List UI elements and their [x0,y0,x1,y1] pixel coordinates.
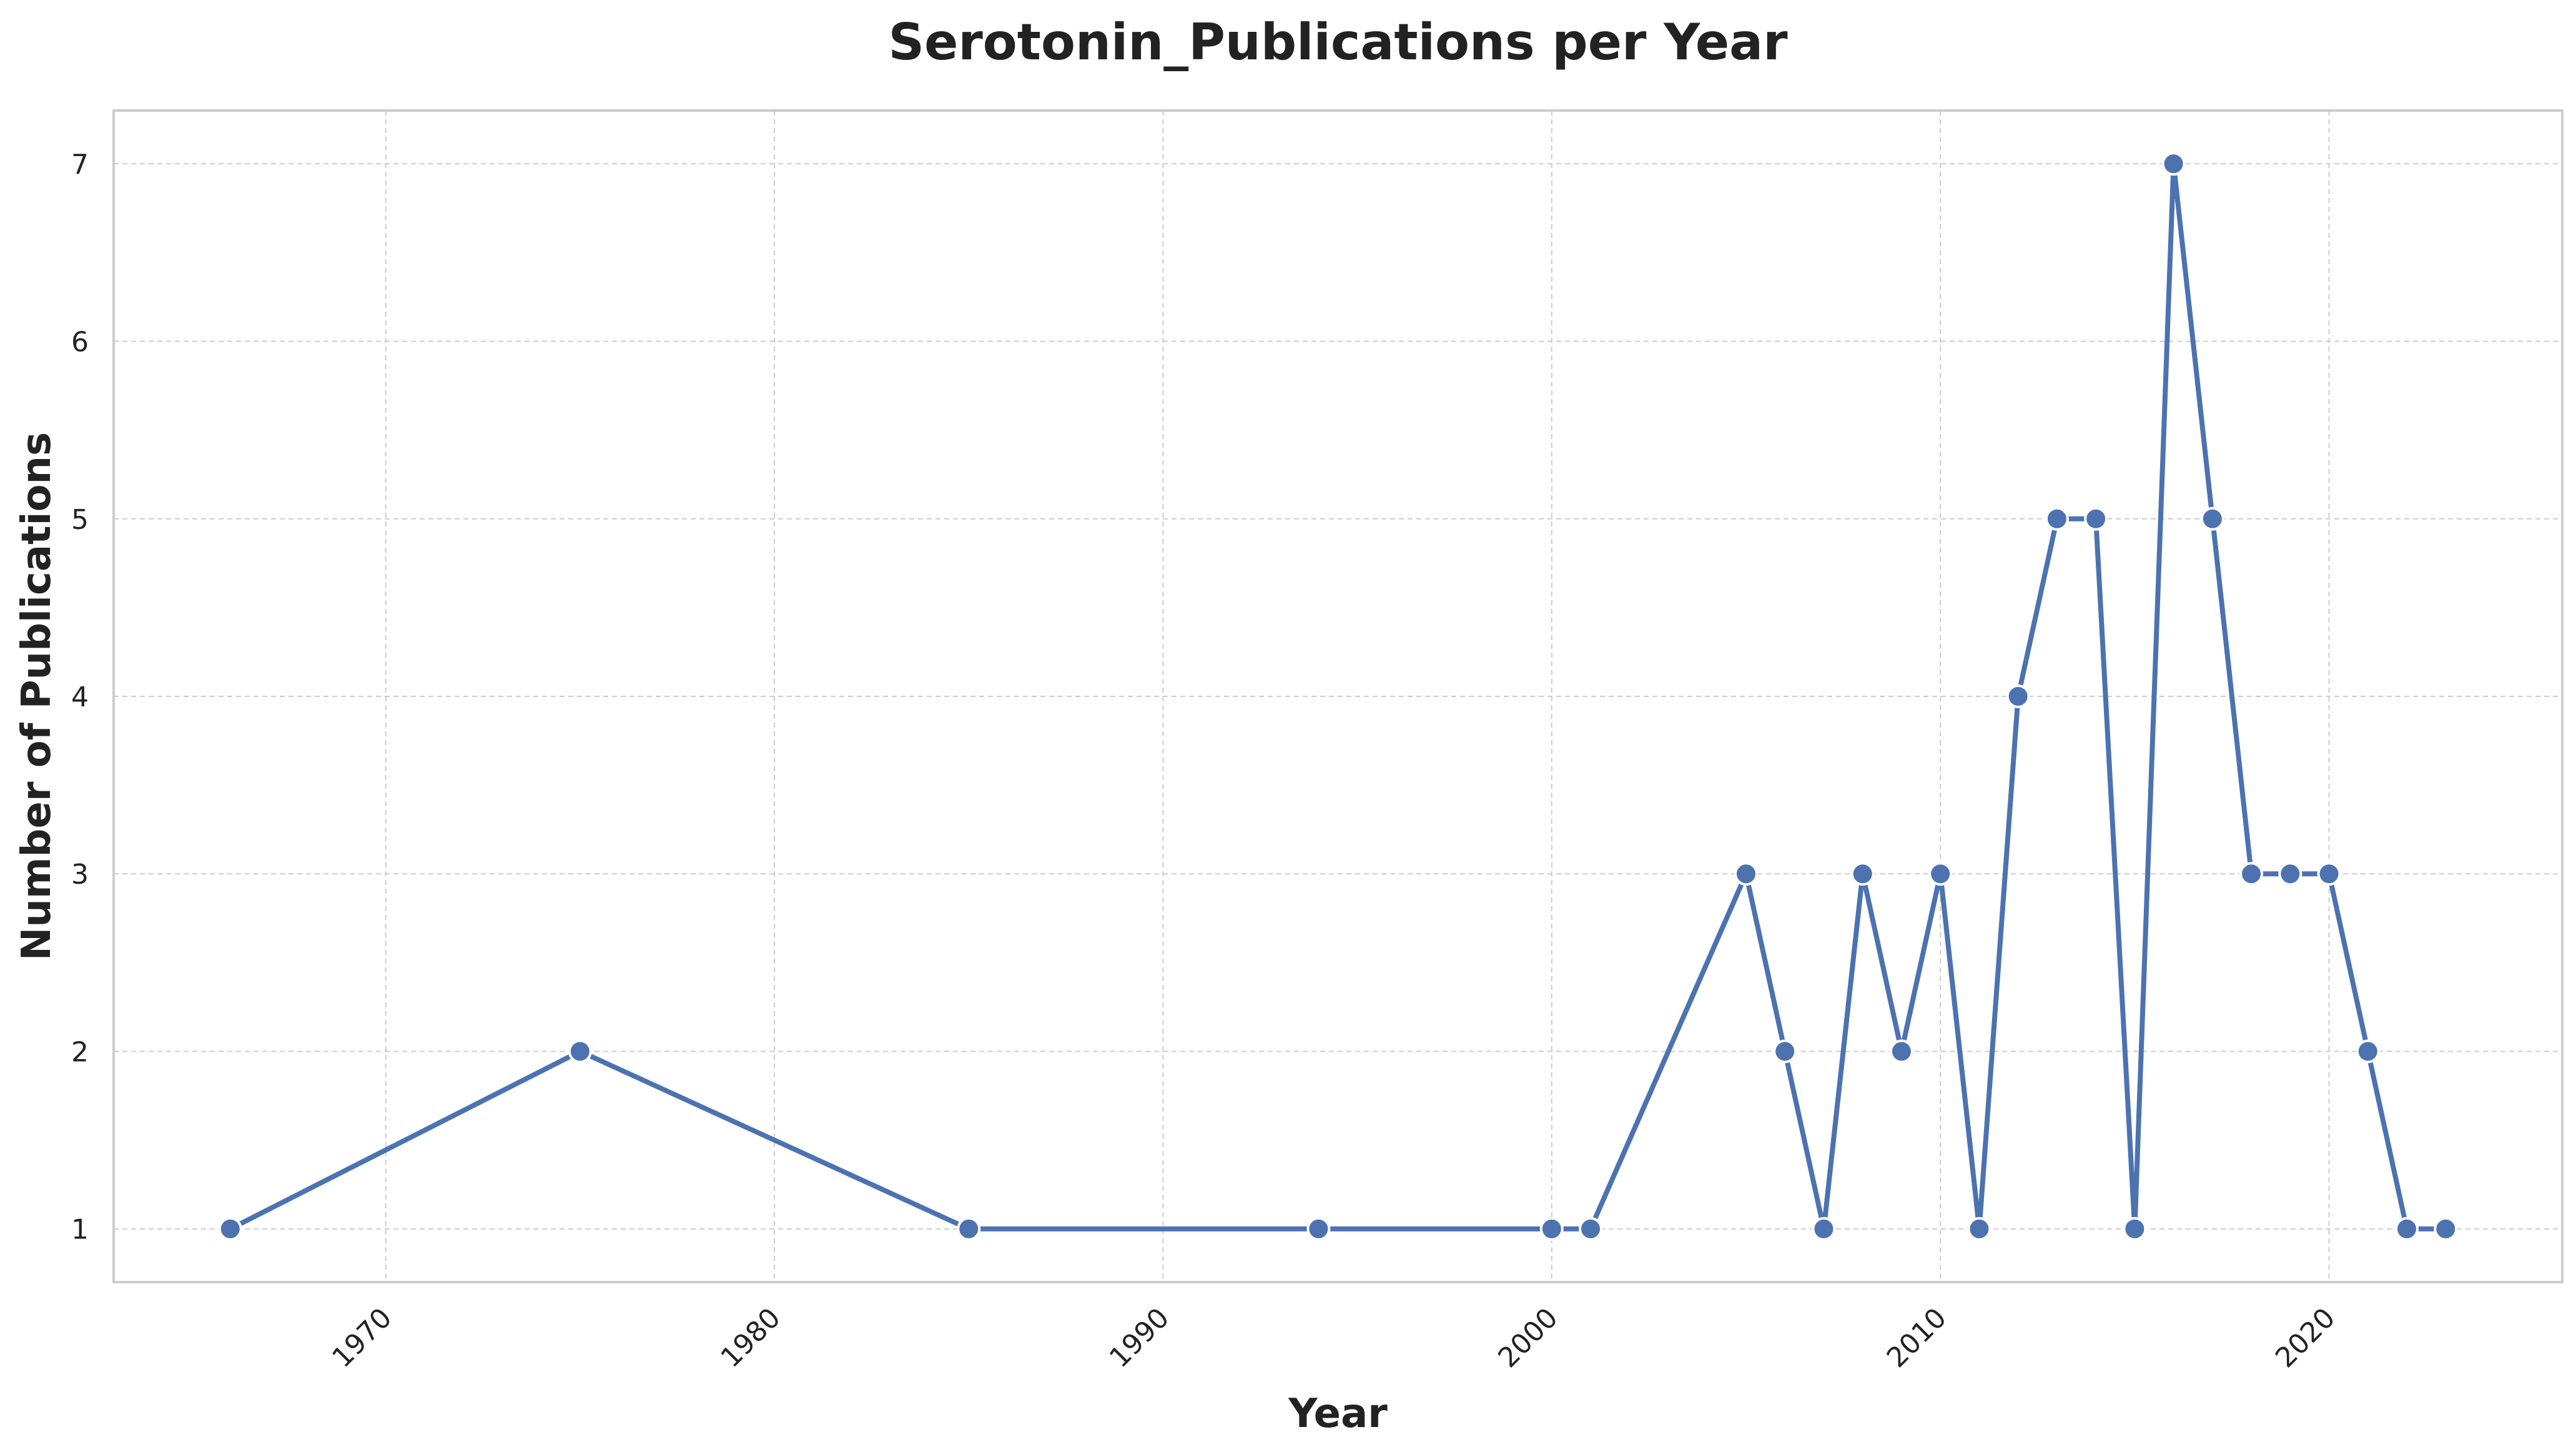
y-tick-label: 2 [71,1036,89,1068]
data-point [2045,506,2069,531]
plot-area-frame [112,109,2564,1283]
tick-labels: 1970 1980 1990 2000 2010 2020 1 2 3 4 5 6 7 [71,149,2341,1374]
x-tick-label: 1980 [715,1302,787,1374]
data-point [2317,862,2341,886]
data-point [568,1039,592,1064]
y-axis-label: Number of Publications [14,432,60,961]
data-point [2356,1039,2380,1064]
x-tick-label: 2010 [1881,1302,1953,1374]
data-point [2239,862,2264,886]
y-tick-label: 5 [71,504,89,536]
y-tick-label: 3 [71,859,89,891]
data-point [1579,1217,1603,1241]
data-point [1773,1039,1797,1064]
data-point [1539,1217,1564,1241]
y-tick-label: 6 [71,327,89,358]
data-point [218,1217,242,1241]
gridlines [114,111,2562,1282]
x-tick-label: 1990 [1103,1302,1175,1374]
x-tick-label: 2020 [2269,1302,2341,1374]
data-point [957,1217,981,1241]
y-tick-label: 4 [71,681,89,713]
data-point [1734,862,1758,886]
data-point [2395,1217,2419,1241]
data-point [2084,506,2108,531]
y-tick-label: 7 [71,149,89,180]
data-point [2161,152,2186,176]
x-tick-label: 2000 [1492,1302,1564,1374]
data-point [1889,1039,1913,1064]
data-point [1850,862,1875,886]
x-tick-label: 1970 [326,1302,398,1374]
data-point [2278,862,2302,886]
data-point [1306,1217,1331,1241]
series-layer [218,152,2458,1241]
data-point [2200,506,2224,531]
y-tick-label: 1 [71,1214,89,1246]
data-point [1967,1217,1991,1241]
data-point [2123,1217,2147,1241]
data-point [2434,1217,2458,1241]
data-point [1928,862,1953,886]
chart-title: Serotonin_Publications per Year [888,13,1788,71]
data-point [2006,684,2030,708]
x-axis-label: Year [1288,1391,1388,1437]
data-point [1812,1217,1836,1241]
